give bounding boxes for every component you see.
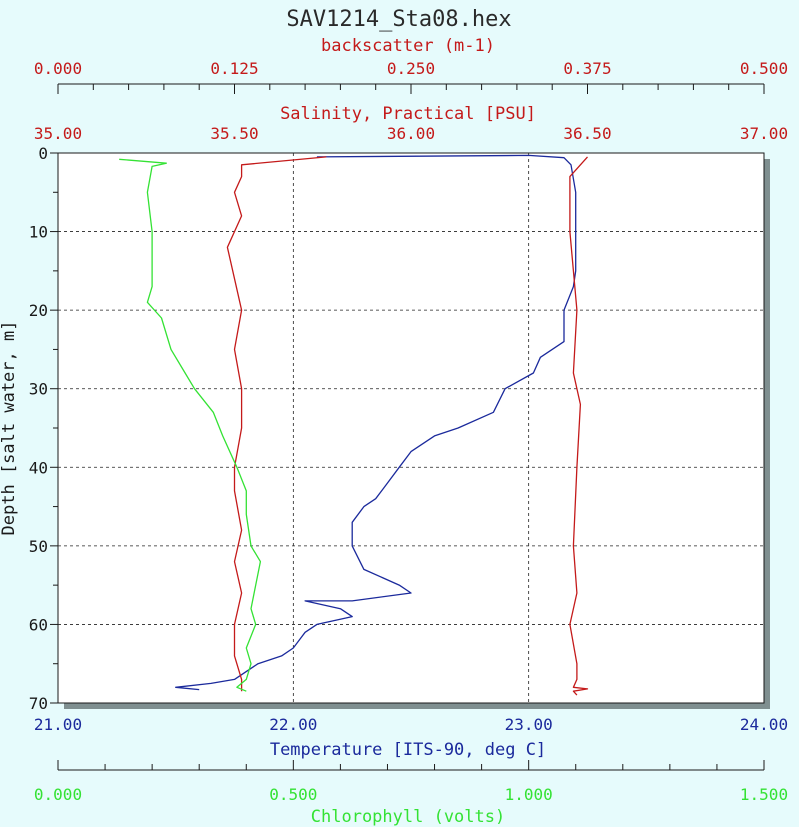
grid-lines: [58, 153, 764, 703]
plot-background: [57, 152, 765, 704]
temperature-tick-label: 22.00: [269, 715, 317, 734]
chlorophyll-tick-label: 0.000: [34, 785, 82, 804]
backscatter-tick-label: 0.500: [740, 59, 788, 78]
salinity-axis-label: Salinity, Practical [PSU]: [280, 104, 536, 124]
backscatter-axis-label: backscatter (m-1): [321, 36, 495, 56]
chlorophyll-tick-label: 1.000: [505, 785, 553, 804]
depth-tick-label: 0: [38, 144, 48, 163]
backscatter-tick-label: 0.125: [210, 59, 258, 78]
depth-tick-label: 10: [29, 223, 48, 242]
depth-tick-label: 70: [29, 694, 48, 713]
backscatter-tick-label: 0.375: [563, 59, 611, 78]
axes: 0.000 0.125 0.250 0.375 0.500 0.000 0.500 1.000…: [29, 59, 788, 804]
salinity-profile-line: [569, 156, 589, 696]
salinity-tick-label: 35.00: [34, 124, 82, 143]
chlorophyll-tick-label: 1.500: [740, 785, 788, 804]
depth-tick-label: 50: [29, 537, 48, 556]
backscatter-profile-line: [226, 156, 327, 692]
depth-tick-label: 40: [29, 458, 48, 477]
chart-title: SAV1214_Sta08.hex: [286, 7, 511, 32]
salinity-tick-label: 37.00: [740, 124, 788, 143]
backscatter-tick-label: 0.250: [387, 59, 435, 78]
backscatter-tick-label: 0.000: [34, 59, 82, 78]
temperature-axis-label: Temperature [ITS-90, deg C]: [270, 740, 546, 760]
data-series: [119, 154, 589, 696]
salinity-tick-label: 35.50: [210, 124, 258, 143]
temperature-tick-label: 23.00: [505, 715, 553, 734]
chlorophyll-tick-label: 0.500: [269, 785, 317, 804]
depth-tick-label: 60: [29, 615, 48, 634]
depth-tick-label: 20: [29, 301, 48, 320]
plot-area: [57, 152, 770, 709]
temperature-tick-label: 21.00: [34, 715, 82, 734]
temperature-tick-label: 24.00: [740, 715, 788, 734]
salinity-tick-label: 36.00: [387, 124, 435, 143]
salinity-tick-label: 36.50: [563, 124, 611, 143]
depth-tick-label: 30: [29, 380, 48, 399]
chlorophyll-profile-line: [119, 158, 262, 692]
chlorophyll-axis-label: Chlorophyll (volts): [311, 807, 505, 827]
temperature-profile-line: [175, 154, 577, 691]
depth-axis-label: Depth [salt water, m]: [0, 321, 19, 536]
